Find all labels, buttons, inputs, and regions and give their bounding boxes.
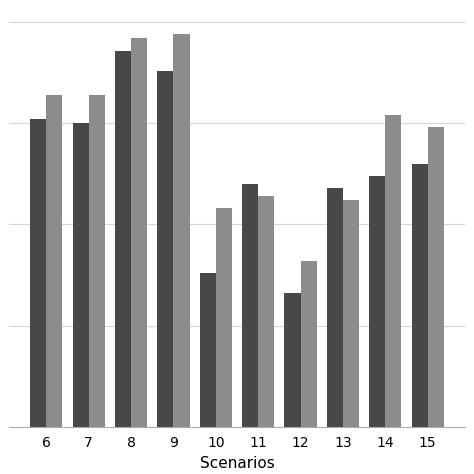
Bar [157, 71, 173, 427]
Bar [284, 293, 301, 427]
Bar [258, 196, 274, 427]
Bar [89, 95, 105, 427]
Bar [115, 51, 131, 427]
Bar [242, 184, 258, 427]
Bar [131, 38, 147, 427]
Bar [173, 35, 190, 427]
Bar [216, 208, 232, 427]
Bar [200, 273, 216, 427]
Bar [30, 119, 46, 427]
Bar [301, 261, 317, 427]
Bar [369, 176, 385, 427]
Bar [343, 200, 359, 427]
Bar [411, 164, 428, 427]
Bar [385, 115, 401, 427]
Bar [428, 128, 444, 427]
X-axis label: Scenarios: Scenarios [200, 456, 274, 471]
Bar [327, 188, 343, 427]
Bar [46, 95, 63, 427]
Bar [73, 123, 89, 427]
